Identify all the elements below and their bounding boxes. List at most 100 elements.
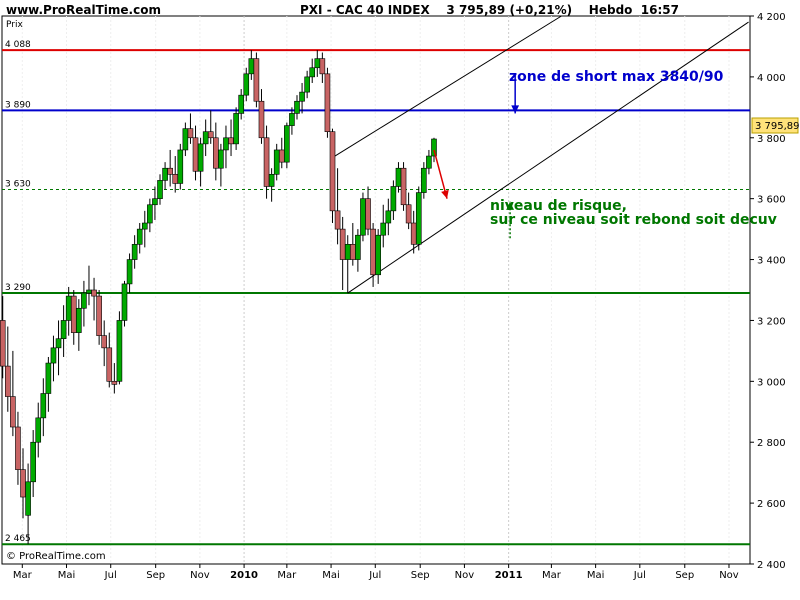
candle-down	[106, 347, 113, 382]
candle-up	[284, 125, 290, 163]
candle-down	[278, 149, 285, 163]
candle-up	[182, 128, 189, 151]
candle-down	[405, 204, 412, 224]
site-header: www.ProRealTime.com	[6, 3, 161, 17]
candle-up	[238, 94, 244, 114]
x-tick-label: 2011	[495, 570, 523, 581]
candle-up	[395, 167, 402, 187]
candle-up	[197, 143, 204, 172]
candle-up	[223, 137, 229, 151]
candle-down	[4, 365, 11, 397]
candle-down	[370, 228, 376, 276]
candle-down	[228, 137, 234, 145]
candle-up	[421, 167, 427, 193]
candle-down	[319, 58, 326, 75]
candle-down	[10, 396, 16, 428]
candle-up	[273, 149, 280, 175]
trendline	[347, 21, 749, 294]
candle-up	[65, 295, 72, 321]
annotation-text: zone de short max 3840/90 niveau de risq…	[490, 69, 777, 228]
candle-up	[375, 234, 381, 276]
candle-down	[213, 137, 219, 169]
candle-down	[258, 100, 265, 139]
x-tick-label: Nov	[455, 570, 475, 581]
candle-down	[15, 426, 21, 470]
trendline	[332, 15, 562, 158]
candle-down	[91, 289, 97, 297]
candle-down	[172, 174, 179, 184]
candle-up	[289, 113, 295, 126]
x-tick-label: Mai	[58, 570, 76, 581]
annotation-risk-line2: sur ce niveau soit rebond soit decuv	[490, 212, 777, 228]
candle-up	[35, 417, 42, 443]
instrument-title: PXI - CAC 40 INDEX 3 795,89 (+0,21%) Heb…	[300, 3, 679, 17]
y-tick-label: 2 800	[757, 438, 786, 449]
y-tick-label: 4 200	[757, 12, 786, 23]
y-tick-label: 3 800	[757, 134, 786, 145]
candle-up	[45, 362, 52, 394]
candle-up	[152, 198, 158, 206]
candle-down	[187, 128, 194, 139]
candles	[0, 50, 437, 545]
candle-down	[329, 131, 336, 212]
x-tick-label: Mar	[13, 570, 33, 581]
candle-up	[55, 338, 62, 349]
candle-up	[390, 186, 397, 212]
candle-up	[299, 91, 305, 102]
candle-up	[304, 76, 310, 93]
arrows	[433, 73, 520, 239]
candle-up	[76, 307, 82, 333]
candle-up	[121, 283, 128, 321]
last-price-tag: 3 795,89	[751, 117, 800, 134]
candle-down	[70, 295, 77, 333]
grid-layer	[21, 16, 730, 564]
level-label: 3 290	[5, 283, 31, 293]
level-label: 3 630	[5, 180, 31, 190]
candle-up	[25, 481, 31, 516]
candle-up	[309, 67, 316, 78]
candle-up	[157, 180, 163, 199]
candle-up	[426, 155, 432, 169]
candle-down	[20, 469, 26, 498]
arrow-head	[506, 201, 515, 210]
candle-up	[60, 320, 67, 340]
footer-credit: © ProRealTime.com	[6, 551, 106, 562]
candle-up	[40, 393, 47, 419]
plot-frame	[1, 15, 751, 565]
x-tick-label: Sep	[675, 570, 694, 581]
y-tick-label: 3 600	[757, 195, 786, 206]
candle-down	[111, 381, 118, 385]
candle-up	[136, 228, 143, 245]
x-tick-label: Sep	[411, 570, 430, 581]
arrow-head	[511, 105, 520, 114]
candle-up	[162, 167, 168, 181]
y-tick-label: 4 000	[757, 73, 786, 84]
candle-up	[233, 113, 239, 145]
x-tick-label: Sep	[146, 570, 165, 581]
last-price-label: 3 795,89	[755, 121, 800, 132]
candle-down	[253, 58, 260, 102]
trendlines	[332, 15, 749, 294]
candle-down	[365, 198, 371, 230]
candle-down	[101, 335, 107, 349]
candle-up	[243, 73, 250, 96]
candle-down	[0, 320, 6, 367]
candle-down	[410, 222, 417, 245]
candle-down	[207, 131, 214, 139]
x-tick-label: Jul	[633, 570, 646, 581]
last-price-box	[751, 117, 799, 134]
candle-up	[131, 244, 138, 260]
candle-up	[385, 210, 392, 224]
candle-up	[415, 192, 422, 245]
y-tick-label: 3 400	[757, 256, 786, 267]
candle-up	[30, 441, 36, 483]
candle-up	[126, 259, 133, 285]
level-label: 3 890	[5, 100, 31, 110]
candle-up	[147, 204, 153, 224]
x-tick-label: Mai	[322, 570, 340, 581]
candle-up	[344, 244, 351, 260]
candle-down	[167, 167, 173, 175]
x-tick-label: Mai	[587, 570, 605, 581]
x-tick-label: Jul	[368, 570, 381, 581]
